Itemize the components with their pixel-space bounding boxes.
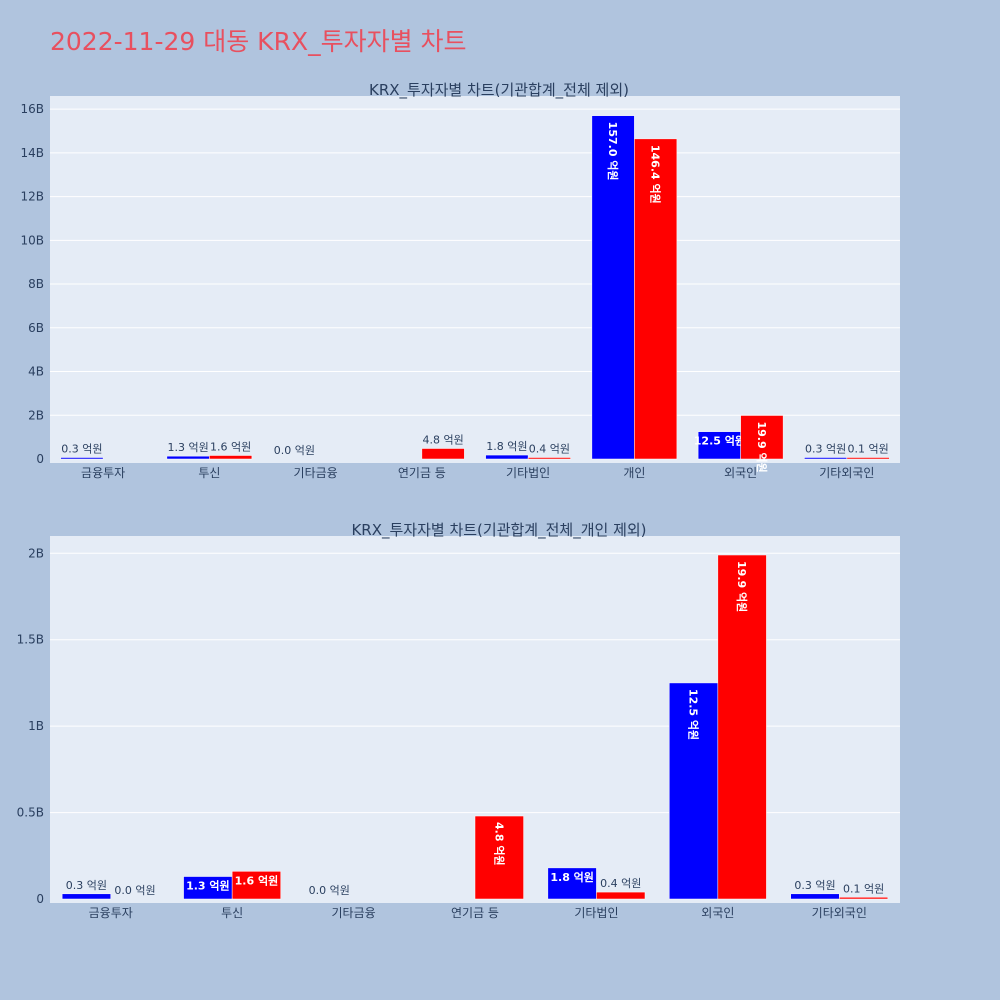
bar [697, 431, 741, 460]
data-label: 146.4 억원 [649, 145, 663, 204]
bar [634, 138, 678, 460]
bar [717, 554, 767, 900]
category-label: 외국인 [701, 906, 734, 920]
data-label: 0.3 억원 [66, 879, 107, 892]
y-tick-label: 8B [28, 277, 44, 291]
category-label: 연기금 등 [451, 906, 499, 920]
category-label: 금융투자 [81, 466, 125, 480]
data-label: 19.9 억원 [735, 561, 749, 612]
data-label: 4.8 억원 [492, 822, 506, 866]
data-label: 0.3 억원 [61, 443, 102, 456]
y-tick-label: 1B [28, 719, 44, 733]
bar [790, 893, 840, 900]
category-label: 기타외국인 [812, 906, 867, 920]
category-label: 외국인 [724, 466, 757, 480]
bar [596, 891, 646, 900]
bar [421, 448, 465, 460]
y-tick-label: 0 [36, 892, 44, 906]
y-tick-label: 0 [36, 452, 44, 466]
category-label: 기타금융 [331, 906, 375, 920]
y-tick-label: 14B [20, 146, 44, 160]
bar [209, 455, 253, 460]
bar [839, 897, 889, 900]
chart-subtitle: KRX_투자자별 차트(기관합계_전체_개인 제외) [351, 521, 646, 540]
y-tick-label: 2B [28, 408, 44, 422]
data-label: 1.6 억원 [235, 873, 279, 887]
category-label: 금융투자 [89, 906, 133, 920]
bar [846, 457, 890, 460]
data-label: 0.0 억원 [309, 884, 350, 897]
category-label: 투신 [198, 466, 220, 480]
bar [231, 871, 281, 900]
y-tick-label: 10B [20, 233, 44, 247]
bar [60, 457, 104, 460]
plot-area [50, 96, 900, 463]
y-tick-label: 16B [20, 102, 44, 116]
data-label: 0.4 억원 [529, 443, 570, 456]
chart-subtitle: KRX_투자자별 차트(기관합계_전체 제외) [369, 81, 629, 100]
category-label: 기타법인 [574, 906, 618, 920]
bar [61, 893, 111, 900]
data-label: 0.1 억원 [848, 443, 889, 456]
data-label: 157.0 억원 [606, 122, 620, 181]
y-tick-label: 12B [20, 190, 44, 204]
data-label: 1.8 억원 [550, 870, 594, 884]
data-label: 12.5 억원 [694, 434, 745, 448]
data-label: 1.6 억원 [210, 441, 251, 454]
y-tick-label: 0.5B [17, 806, 44, 820]
data-label: 1.8 억원 [486, 440, 527, 453]
data-label: 0.4 억원 [600, 877, 641, 890]
category-label: 투신 [221, 906, 243, 920]
chart-top: KRX_투자자별 차트(기관합계_전체 제외) 0 2B 4B 6B 8B 10B 12B 14… [20, 81, 900, 480]
category-label: 연기금 등 [398, 466, 446, 480]
category-label: 기타법인 [506, 466, 550, 480]
data-label: 1.3 억원 [186, 879, 230, 893]
bar [527, 457, 571, 460]
data-label: 1.3 억원 [168, 441, 209, 454]
bar [485, 454, 529, 460]
bar [740, 415, 784, 460]
category-label: 개인 [623, 466, 645, 480]
chart-bottom: KRX_투자자별 차트(기관합계_전체_개인 제외) 0 0.5B 1B 1.5B 2B 금… [17, 521, 900, 920]
data-label: 12.5 억원 [687, 689, 701, 740]
category-label: 기타금융 [294, 466, 338, 480]
page-title: 2022-11-29 대동 KRX_투자자별 차트 [50, 27, 467, 56]
data-label: 0.3 억원 [794, 879, 835, 892]
data-label: 0.1 억원 [843, 882, 884, 895]
data-label: 0.0 억원 [274, 444, 315, 457]
bar [669, 682, 719, 900]
data-label: 0.0 억원 [114, 884, 155, 897]
category-label: 기타외국인 [819, 466, 874, 480]
y-tick-label: 4B [28, 365, 44, 379]
data-label: 19.9 억원 [755, 421, 769, 472]
bar [547, 867, 597, 900]
y-tick-label: 1.5B [17, 633, 44, 647]
y-tick-label: 2B [28, 546, 44, 560]
data-label: 0.3 억원 [805, 443, 846, 456]
data-label: 4.8 억원 [423, 434, 464, 447]
bar [474, 815, 524, 900]
y-tick-label: 6B [28, 321, 44, 335]
